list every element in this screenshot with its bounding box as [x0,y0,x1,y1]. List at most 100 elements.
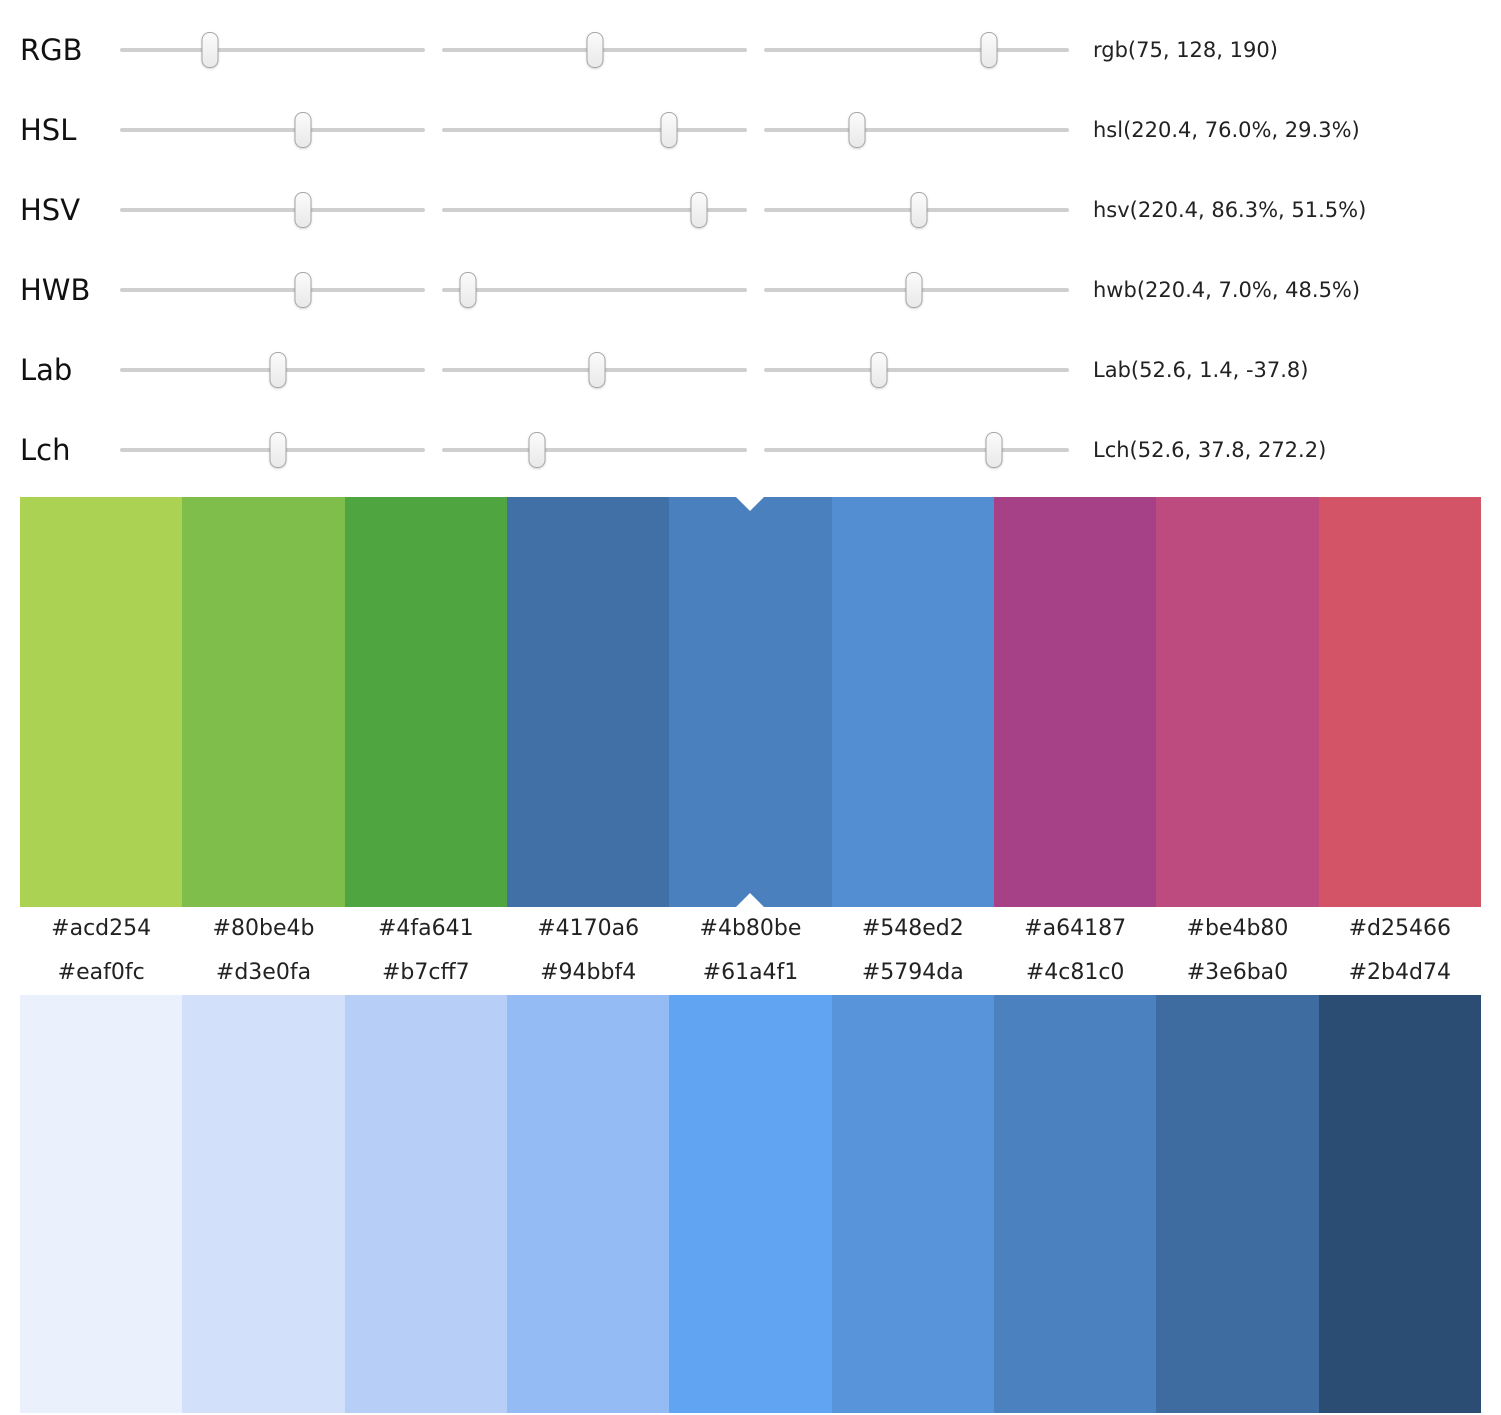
colorspace-label: Lab [20,353,73,387]
hex-label: #a64187 [1024,916,1127,941]
color-value-text: rgb(75, 128, 190) [1093,38,1278,62]
slider-thumb[interactable] [294,272,312,308]
color-swatch[interactable] [506,995,670,1413]
hex-label: #4c81c0 [1025,960,1125,985]
hex-label: #eaf0fc [57,960,145,985]
slider-row-hsv: HSV hsv(220.4, 86.3%, 51.5%) [0,170,1501,250]
hex-label: #80be4b [212,916,315,941]
slider-thumb[interactable] [985,432,1003,468]
color-swatch[interactable] [831,497,994,907]
hex-label: #3e6ba0 [1186,960,1289,985]
slider[interactable] [764,351,1069,389]
color-value-text: Lch(52.6, 37.8, 272.2) [1093,438,1327,462]
slider[interactable] [442,351,747,389]
slider-thumb[interactable] [269,432,287,468]
color-swatch[interactable] [669,497,832,907]
slider-thumb[interactable] [690,192,708,228]
color-swatch[interactable] [344,995,507,1413]
slider-thumb[interactable] [269,352,287,388]
slider-track [764,448,1069,452]
slider[interactable] [764,111,1069,149]
hex-label: #d25466 [1348,916,1451,941]
slider[interactable] [764,191,1069,229]
slider-thumb[interactable] [910,192,928,228]
color-swatch[interactable] [20,497,183,907]
color-swatch[interactable] [1156,497,1319,907]
hex-label: #61a4f1 [702,960,799,985]
slider-thumb[interactable] [459,272,477,308]
slider-track [120,48,425,52]
slider[interactable] [764,271,1069,309]
colorspace-label: Lch [20,433,71,467]
color-swatch[interactable] [993,995,1157,1413]
color-swatch[interactable] [993,497,1157,907]
slider[interactable] [120,31,425,69]
selected-swatch-marker-bottom [736,893,765,907]
color-swatch[interactable] [182,497,345,907]
color-swatch[interactable] [1318,995,1481,1413]
hex-label: #548ed2 [861,916,964,941]
slider-thumb[interactable] [586,32,603,68]
slider[interactable] [442,271,747,309]
color-swatch[interactable] [344,497,507,907]
slider-thumb[interactable] [588,352,606,388]
slider-tracks [120,111,1069,149]
color-swatch[interactable] [1156,995,1319,1413]
slider-thumb[interactable] [905,272,923,308]
hex-label: #94bbf4 [540,960,637,985]
slider[interactable] [764,31,1069,69]
slider-track [442,208,747,212]
slider-tracks [120,271,1069,309]
color-swatch[interactable] [20,995,183,1413]
slider[interactable] [120,271,425,309]
hex-label: #b7cff7 [381,960,470,985]
slider[interactable] [442,31,747,69]
color-swatch[interactable] [1318,497,1481,907]
slider[interactable] [442,111,747,149]
hex-label: #5794da [861,960,964,985]
hex-label: #4fa641 [377,916,474,941]
slider[interactable] [120,431,425,469]
color-value-text: hsl(220.4, 76.0%, 29.3%) [1093,118,1360,142]
hex-label: #2b4d74 [1348,960,1451,985]
slider-thumb[interactable] [528,432,546,468]
slider-track [120,128,425,132]
slider-thumb[interactable] [294,112,312,148]
slider-track [442,288,747,292]
color-swatch[interactable] [506,497,670,907]
slider[interactable] [120,191,425,229]
slider[interactable] [442,191,747,229]
hex-label: #4170a6 [537,916,640,941]
slider-track [120,288,425,292]
slider-track [764,48,1069,52]
hex-label: #d3e0fa [215,960,312,985]
slider[interactable] [120,351,425,389]
color-swatch[interactable] [182,995,345,1413]
slider-track [764,368,1069,372]
slider-tracks [120,31,1069,69]
slider[interactable] [120,111,425,149]
slider-thumb[interactable] [660,112,678,148]
slider-track [764,128,1069,132]
slider-thumb[interactable] [980,32,998,68]
hex-label: #be4b80 [1186,916,1289,941]
lightness-palette-labels: #eaf0fc #d3e0fa #b7cff7 #94bbf4 #61a4f1 #5794… [20,951,1481,995]
slider-track [442,128,747,132]
slider[interactable] [764,431,1069,469]
slider-thumb[interactable] [848,112,866,148]
color-value-text: hwb(220.4, 7.0%, 48.5%) [1093,278,1361,302]
color-swatch[interactable] [831,995,994,1413]
slider-thumb[interactable] [294,192,312,228]
slider[interactable] [442,431,747,469]
slider-tracks [120,431,1069,469]
slider-thumb[interactable] [201,32,219,68]
selected-swatch-marker-top [736,497,765,511]
hex-label: #4b80be [699,916,802,941]
slider-thumb[interactable] [870,352,888,388]
color-value-text: Lab(52.6, 1.4, -37.8) [1093,358,1309,382]
color-swatch[interactable] [669,995,832,1413]
slider-row-hwb: HWB hwb(220.4, 7.0%, 48.5%) [0,250,1501,330]
slider-track [120,208,425,212]
hue-palette [20,497,1481,907]
